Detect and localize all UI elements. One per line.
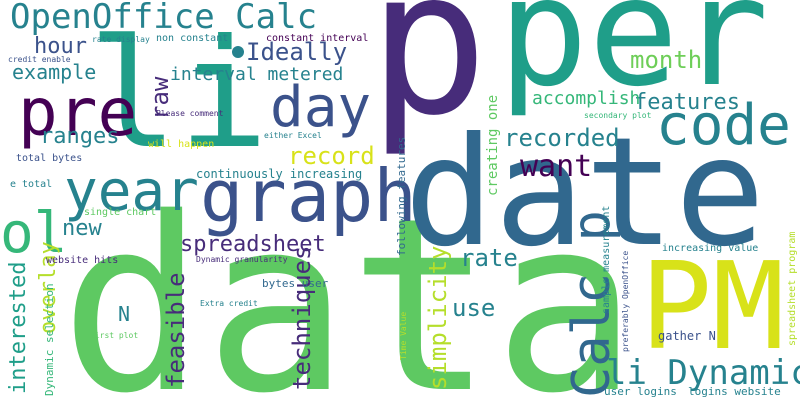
word-feasible: feasible: [162, 272, 190, 388]
word-ideally: Ideally: [246, 38, 348, 66]
word-please-comment: Please comment: [156, 109, 224, 118]
word-rate-display: rate display: [92, 35, 150, 44]
word-continuously-increasing: continuously increasing: [196, 167, 363, 181]
word-li: li: [88, 8, 269, 182]
word-logins-website: logins website: [688, 385, 781, 398]
word-spreadsheet: spreadsheet: [180, 232, 326, 257]
word-e-total: e total: [10, 179, 53, 190]
word-year: year: [64, 159, 199, 224]
word-simplicity: simplicity: [424, 245, 452, 391]
word-date: date: [404, 106, 766, 280]
word-non-constant: non constant: [156, 33, 229, 44]
word-rate: rate: [460, 244, 518, 272]
word-interval-metered: interval metered: [170, 64, 344, 85]
word-p: p: [368, 0, 489, 160]
word-day: day: [270, 75, 372, 140]
word-techniques: techniques: [288, 245, 316, 391]
word-increasing-value: increasing value: [662, 243, 759, 254]
word-N: N: [118, 302, 131, 326]
word-credit-enable: credit enable: [8, 55, 71, 64]
word-ranges: ranges: [40, 124, 120, 149]
word-creating-one: creating one: [485, 94, 501, 196]
word-want: want: [520, 149, 593, 184]
word-accomplish: accomplish: [532, 88, 641, 109]
word-bytes-user: bytes user: [262, 277, 329, 290]
word-use: use: [452, 294, 496, 322]
word-single-chart: single chart: [84, 207, 157, 218]
word-new: new: [62, 216, 102, 241]
word-dynamic-selection: Dynamic selection: [43, 283, 56, 396]
word-interested: interested: [6, 261, 31, 394]
word-user-logins: user logins: [604, 385, 677, 398]
word-openoffice-calc: OpenOffice Calc: [10, 0, 318, 37]
word-recorded: recorded: [504, 124, 620, 152]
word-li-dynamic: li Dynamic: [606, 353, 800, 393]
word-constant-interval: constant interval: [266, 33, 369, 44]
word-total-bytes: total bytes: [16, 153, 83, 164]
word-sample-measurement: sample measurement: [601, 205, 612, 314]
word-extra-credit: Extra credit: [200, 299, 258, 308]
word-per: per: [498, 0, 769, 120]
word-data: data: [60, 166, 638, 400]
word-ol: ol: [0, 201, 68, 266]
word-record: record: [288, 142, 375, 170]
word-first-plot: first plot: [90, 331, 139, 340]
word-pre: pre: [18, 74, 138, 151]
dot-mark: [232, 46, 244, 58]
word-preferably-openoffice: preferably OpenOffice: [621, 250, 630, 352]
word-example: example: [12, 60, 97, 84]
word-will-happen: will happen: [148, 139, 215, 150]
word-spreadsheet-program: spreadsheet program: [787, 231, 798, 346]
word-following-features: following features: [395, 136, 408, 256]
word-either-excel: either Excel: [264, 131, 322, 140]
word-secondary-plot: secondary plot: [584, 111, 652, 120]
word-month: month: [630, 46, 703, 74]
word-code: code: [656, 93, 791, 158]
word-hour: hour: [34, 34, 87, 59]
word-website-hits: website hits: [46, 255, 119, 266]
word-time-value: Time Value: [399, 311, 408, 360]
word-dynamic-granularity: Dynamic granularity: [196, 255, 288, 264]
word-features: features: [634, 90, 740, 115]
word-PM: PM: [640, 238, 785, 377]
word-graph: graph: [200, 154, 417, 238]
word-gather-N: gather N: [658, 329, 716, 343]
